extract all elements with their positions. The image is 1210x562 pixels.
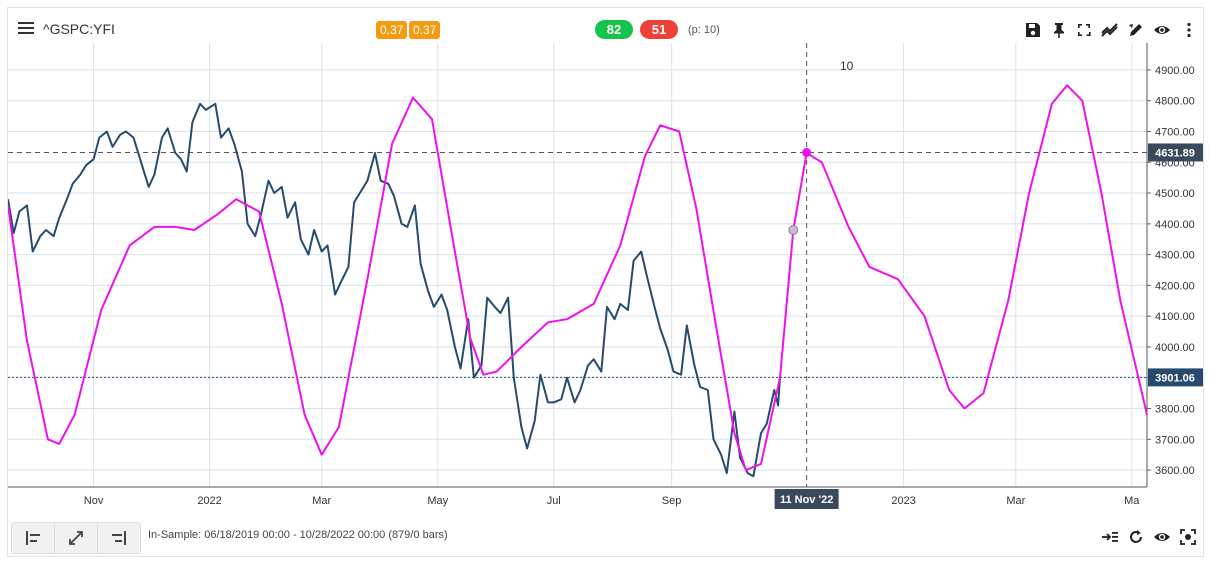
indent-icon[interactable] bbox=[1101, 528, 1119, 546]
cycle-marker bbox=[788, 224, 799, 235]
y-tick-label: 4900.00 bbox=[1155, 65, 1195, 77]
chart-panel: ^GSPC:YFI 0.37 0.37 82 51 (p: 10) 3600.0… bbox=[7, 7, 1204, 557]
x-tick-label: Mar bbox=[1006, 495, 1025, 507]
sample-info: In-Sample: 06/18/2019 00:00 - 10/28/2022… bbox=[148, 529, 448, 541]
last-price-label-text: 3901.06 bbox=[1155, 372, 1195, 384]
price-series-line bbox=[8, 102, 781, 478]
compare-icon[interactable] bbox=[1101, 21, 1119, 39]
x-tick-label: 2023 bbox=[891, 495, 915, 507]
score-green-badge: 82 bbox=[595, 20, 633, 39]
x-tick-label: Ma bbox=[1124, 495, 1140, 507]
draw-icon[interactable] bbox=[1127, 21, 1145, 39]
x-tick-label: Mar bbox=[312, 495, 331, 507]
x-tick-label: 2022 bbox=[197, 495, 221, 507]
crosshair-date-box bbox=[774, 489, 839, 509]
align-left-icon bbox=[26, 531, 40, 545]
menu-icon[interactable] bbox=[18, 22, 34, 36]
y-tick-label: 4000.00 bbox=[1155, 342, 1195, 354]
crosshair-date-text: 11 Nov '22 bbox=[780, 494, 833, 506]
badge-left: 0.37 bbox=[376, 21, 408, 39]
y-tick-label: 4300.00 bbox=[1155, 250, 1195, 262]
expand-button[interactable] bbox=[55, 523, 98, 553]
save-icon[interactable] bbox=[1024, 21, 1042, 39]
cycle-count-label: 10 bbox=[840, 59, 854, 73]
eye-icon[interactable] bbox=[1153, 528, 1171, 546]
y-tick-label: 4100.00 bbox=[1155, 311, 1195, 323]
eye-icon[interactable] bbox=[1153, 21, 1171, 39]
period-info: (p: 10) bbox=[688, 24, 720, 36]
bottom-toolbar: In-Sample: 06/18/2019 00:00 - 10/28/2022… bbox=[8, 516, 1203, 558]
cycle-marker bbox=[802, 147, 812, 157]
align-right-icon bbox=[112, 531, 126, 545]
more-vertical-icon[interactable] bbox=[1180, 21, 1198, 39]
x-tick-label: Nov bbox=[84, 495, 104, 507]
refresh-icon[interactable] bbox=[1127, 528, 1145, 546]
y-tick-label: 3600.00 bbox=[1155, 465, 1195, 477]
cycle-series-line bbox=[8, 84, 1148, 472]
x-tick-label: May bbox=[427, 495, 448, 507]
expand-icon bbox=[69, 531, 83, 545]
last-price-label-box bbox=[1148, 368, 1203, 387]
focus-icon[interactable] bbox=[1179, 528, 1197, 546]
y-tick-label: 4800.00 bbox=[1155, 96, 1195, 108]
symbol-title[interactable]: ^GSPC:YFI bbox=[43, 21, 115, 37]
top-toolbar: ^GSPC:YFI 0.37 0.37 82 51 (p: 10) bbox=[8, 8, 1203, 52]
badge-right: 0.37 bbox=[409, 21, 441, 39]
align-left-button[interactable] bbox=[12, 523, 55, 553]
y-tick-label: 3700.00 bbox=[1155, 434, 1195, 446]
x-tick-label: Sep bbox=[662, 495, 682, 507]
y-tick-label: 4700.00 bbox=[1155, 126, 1195, 138]
y-tick-label: 4400.00 bbox=[1155, 219, 1195, 231]
view-button-group bbox=[11, 522, 141, 554]
x-tick-label: Jul bbox=[547, 495, 561, 507]
y-tick-label: 3800.00 bbox=[1155, 404, 1195, 416]
y-tick-label: 4500.00 bbox=[1155, 188, 1195, 200]
align-right-button[interactable] bbox=[98, 523, 140, 553]
pin-icon[interactable] bbox=[1050, 21, 1068, 39]
price-chart[interactable]: 3600.003700.003800.003900.004000.004100.… bbox=[8, 8, 1203, 516]
y-tick-label: 4200.00 bbox=[1155, 280, 1195, 292]
fullscreen-icon[interactable] bbox=[1075, 21, 1093, 39]
last-price-label: 3901.06 bbox=[1148, 368, 1203, 387]
crosshair-value-label-box bbox=[1148, 143, 1203, 162]
crosshair-value-label-text: 4631.89 bbox=[1155, 147, 1195, 159]
score-red-badge: 51 bbox=[640, 20, 678, 39]
crosshair-date-label: 11 Nov '22 bbox=[774, 489, 839, 509]
crosshair-value-label: 4631.89 bbox=[1148, 143, 1203, 162]
